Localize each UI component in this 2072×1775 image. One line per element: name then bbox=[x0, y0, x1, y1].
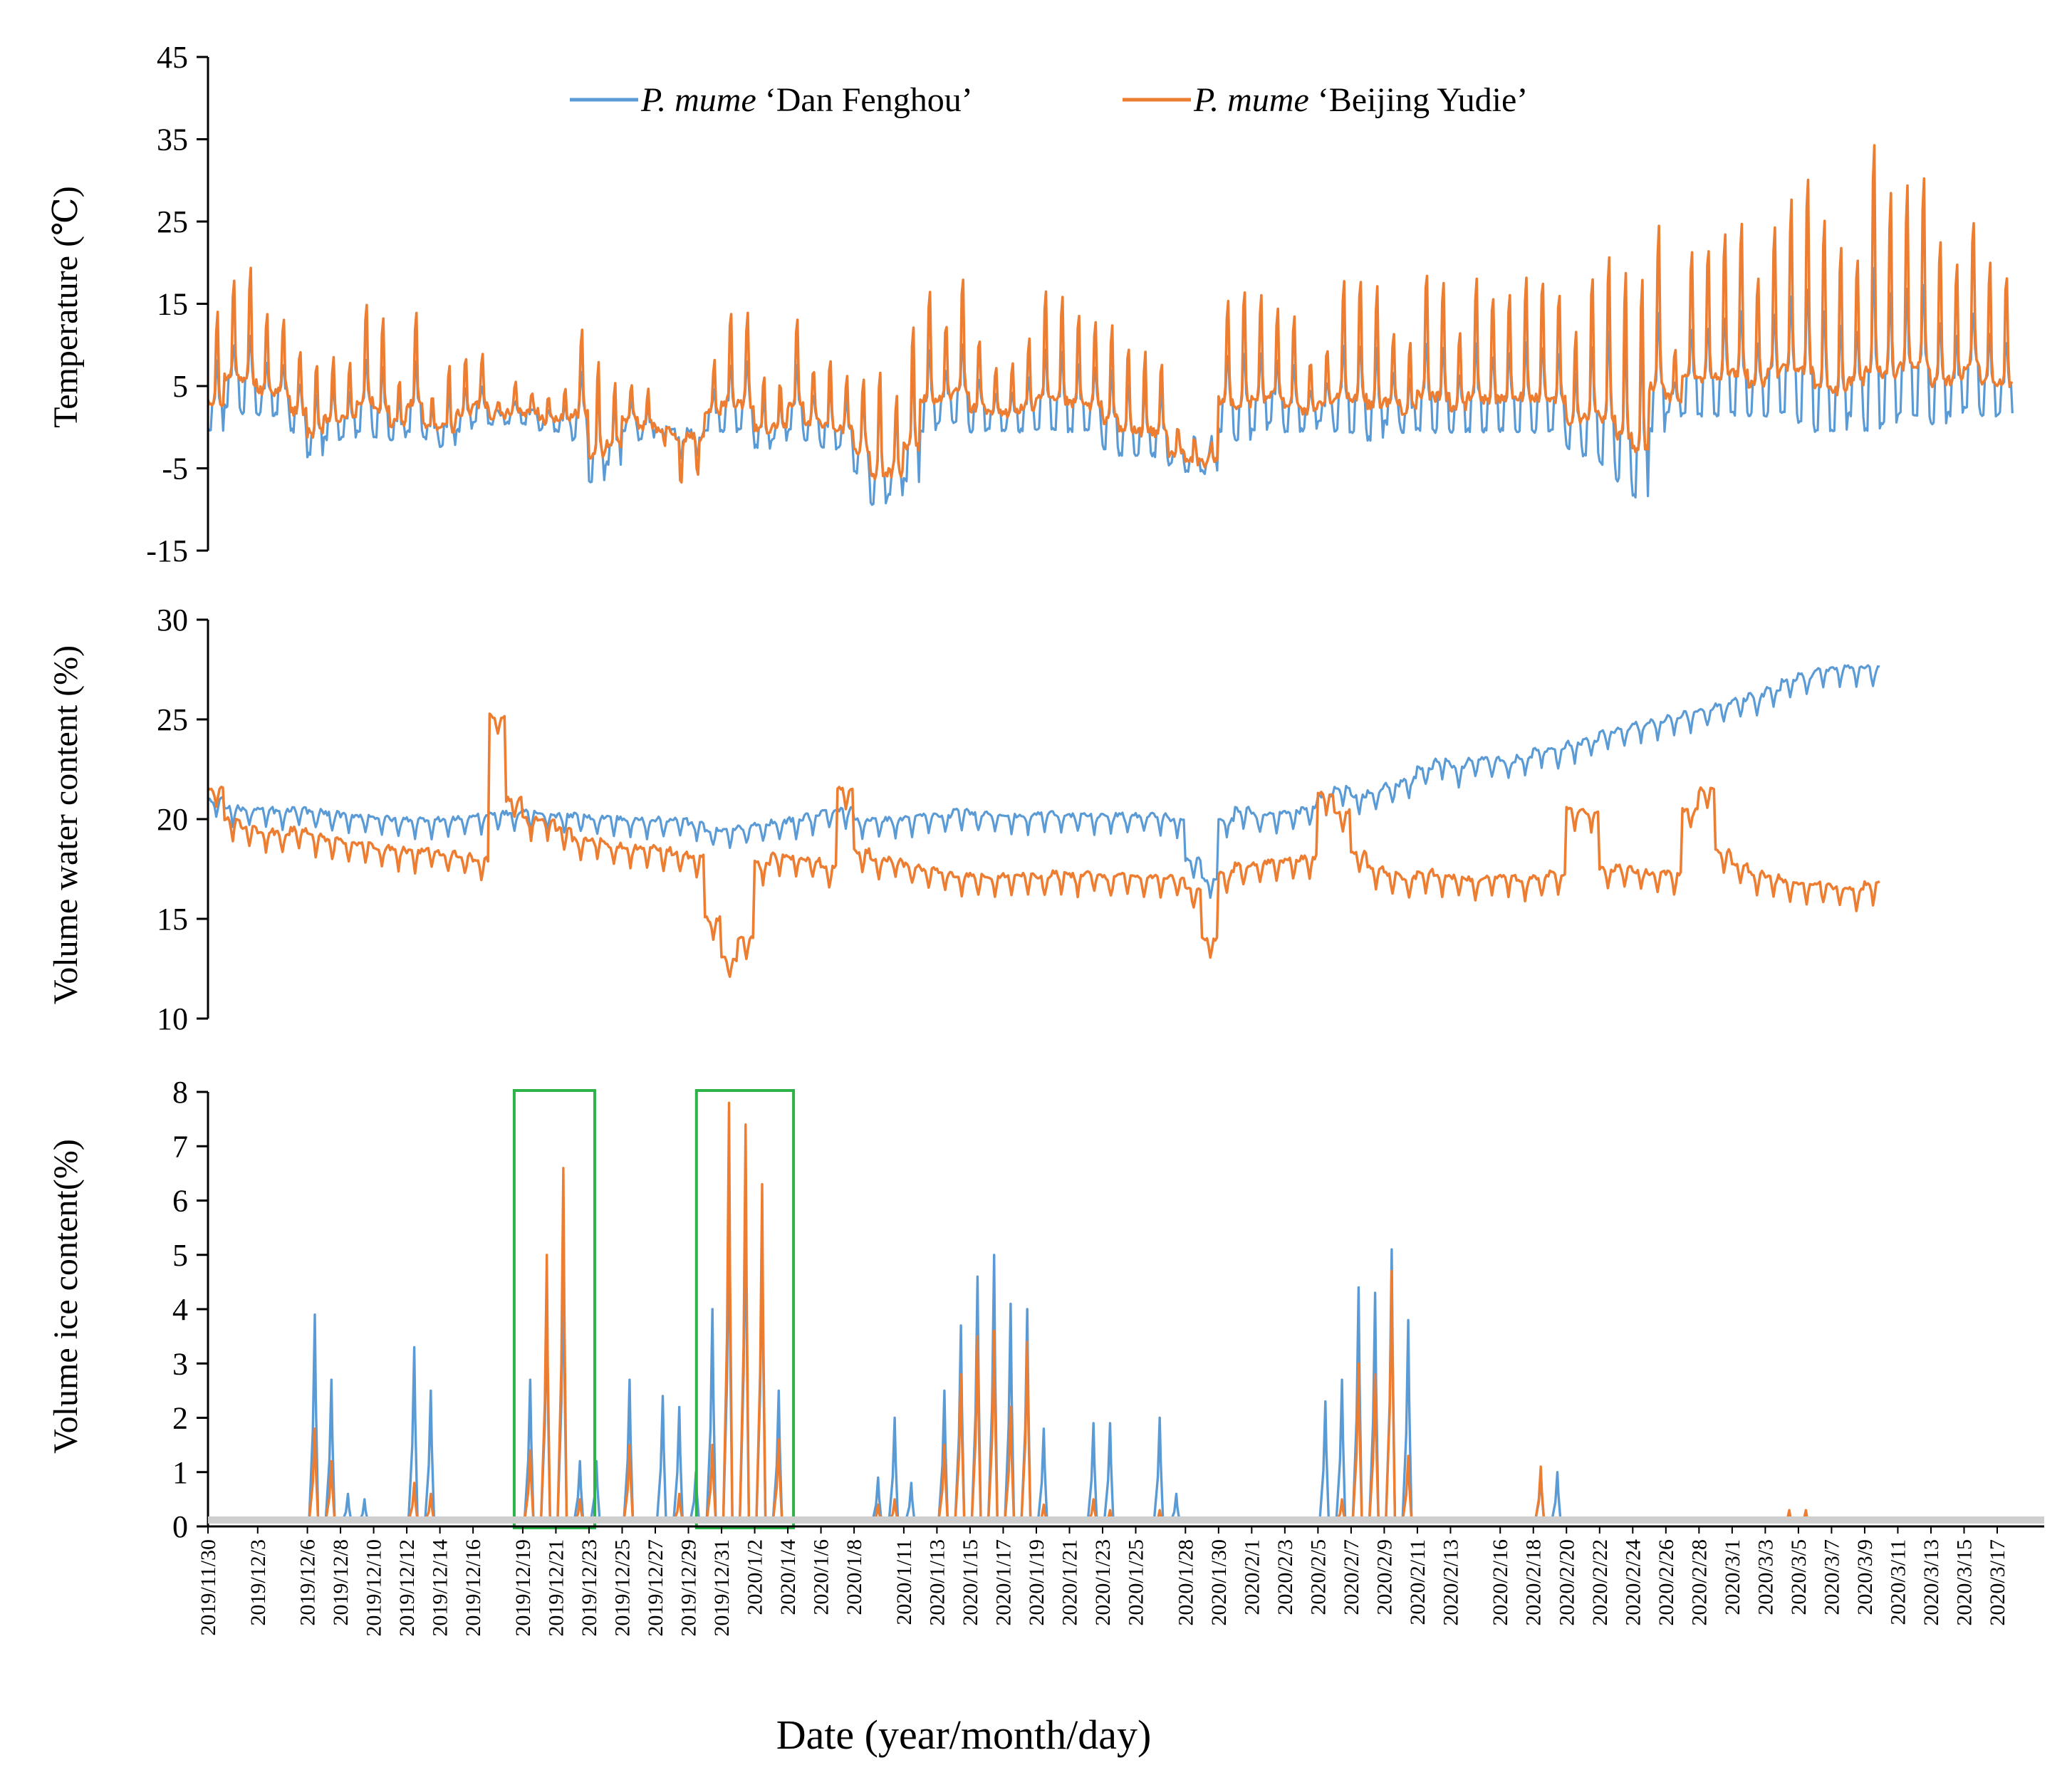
x-tick-label: 2020/1/21 bbox=[1058, 1539, 1081, 1626]
x-tick-label: 2020/3/11 bbox=[1886, 1539, 1910, 1625]
x-tick-label: 2020/1/13 bbox=[925, 1539, 949, 1626]
legend: P. mume ‘Dan Fenghou’ P. mume ‘Beijing Y… bbox=[570, 81, 1528, 119]
series-line-dan-fenghou-water bbox=[207, 664, 1880, 900]
x-tick-label: 2020/2/7 bbox=[1340, 1539, 1363, 1615]
x-tick-label: 2020/2/13 bbox=[1439, 1539, 1462, 1626]
y-tick-label: 7 bbox=[172, 1129, 188, 1164]
x-tick-label: 2020/3/3 bbox=[1754, 1539, 1777, 1615]
x-tick-label: 2020/1/23 bbox=[1091, 1539, 1115, 1626]
y-tick-label: 0 bbox=[172, 1509, 188, 1544]
y-tick-label: 2 bbox=[172, 1401, 188, 1436]
x-tick-label: 2020/1/8 bbox=[843, 1539, 866, 1615]
legend-italic-dan-fenghou: P. mume bbox=[640, 81, 756, 119]
legend-rest-beijing-yudie: ‘Beijing Yudie’ bbox=[1309, 81, 1529, 119]
y-tick-label: 15 bbox=[157, 902, 188, 937]
zero-baseline-band bbox=[208, 1516, 2044, 1524]
x-tick-label: 2020/1/2 bbox=[744, 1539, 767, 1615]
y-tick-label: 25 bbox=[157, 702, 188, 737]
highlight-box bbox=[512, 1089, 596, 1529]
temperature-axis-title: Temperature (℃) bbox=[47, 186, 85, 428]
series-line-beijing-yudie-water bbox=[207, 712, 1880, 978]
series-line-beijing-yudie-ice bbox=[208, 1101, 1997, 1524]
y-tick-label: -15 bbox=[146, 533, 188, 568]
x-tick-label: 2020/1/19 bbox=[1025, 1539, 1048, 1626]
x-tick-label: 2019/12/10 bbox=[363, 1539, 386, 1637]
x-tick-label: 2020/1/25 bbox=[1125, 1539, 1148, 1626]
y-tick-label: 15 bbox=[157, 287, 188, 322]
x-tick-label: 2020/1/30 bbox=[1207, 1539, 1231, 1626]
y-tick-label: 25 bbox=[157, 204, 188, 239]
y-tick-label: 3 bbox=[172, 1346, 188, 1381]
x-tick-label: 2020/2/18 bbox=[1522, 1539, 1546, 1626]
x-tick-label: 2020/3/9 bbox=[1853, 1539, 1877, 1615]
x-tick-label: 2020/1/6 bbox=[810, 1539, 833, 1615]
x-tick-label: 2020/2/22 bbox=[1588, 1539, 1612, 1626]
x-tick-label: 2020/2/20 bbox=[1555, 1539, 1578, 1626]
x-tick-label: 2020/3/7 bbox=[1820, 1539, 1843, 1615]
x-tick-label: 2019/12/3 bbox=[246, 1539, 270, 1626]
legend-rest-dan-fenghou: ‘Dan Fenghou’ bbox=[756, 81, 973, 119]
x-tick-label: 2019/12/23 bbox=[578, 1539, 601, 1637]
highlight-box bbox=[694, 1089, 796, 1529]
x-tick-label: 2019/12/19 bbox=[511, 1539, 535, 1637]
y-tick-label: 1 bbox=[172, 1455, 188, 1490]
ice-axis-title: Volume ice content(%) bbox=[47, 1139, 85, 1454]
x-tick-label: 2019/12/29 bbox=[677, 1539, 701, 1637]
series-line-dan-fenghou-ice bbox=[208, 1182, 1997, 1524]
y-tick-label: 5 bbox=[172, 1238, 188, 1273]
x-tick-label: 2020/2/11 bbox=[1406, 1539, 1430, 1625]
legend-label-beijing-yudie: P. mume ‘Beijing Yudie’ bbox=[1193, 81, 1528, 119]
y-tick-label: 5 bbox=[172, 369, 188, 404]
x-tick-label: 2020/1/4 bbox=[776, 1539, 800, 1615]
y-tick-label: 45 bbox=[157, 40, 188, 75]
x-tick-label: 2020/1/15 bbox=[959, 1539, 982, 1626]
x-tick-label: 2020/3/1 bbox=[1721, 1539, 1744, 1615]
x-tick-label: 2020/2/1 bbox=[1240, 1539, 1264, 1615]
y-tick-label: 30 bbox=[157, 603, 188, 637]
y-tick-label: -5 bbox=[162, 452, 188, 486]
series-line-beijing-yudie-temperature bbox=[207, 144, 2014, 484]
x-tick-label: 2020/2/28 bbox=[1687, 1539, 1711, 1626]
x-tick-label: 2019/12/25 bbox=[610, 1539, 634, 1637]
y-tick-label: 20 bbox=[157, 802, 188, 837]
x-tick-label: 2020/1/11 bbox=[892, 1539, 916, 1625]
x-tick-label: 2020/2/24 bbox=[1621, 1539, 1645, 1626]
x-tick-label: 2020/3/17 bbox=[1986, 1539, 2009, 1626]
x-tick-label: 2020/2/16 bbox=[1489, 1539, 1512, 1626]
x-axis-title: Date (year/month/day) bbox=[776, 1712, 1152, 1758]
x-tick-label: 2019/12/21 bbox=[544, 1539, 568, 1637]
legend-label-dan-fenghou: P. mume ‘Dan Fenghou’ bbox=[640, 81, 973, 119]
x-tick-label: 2020/2/5 bbox=[1306, 1539, 1330, 1615]
x-tick-label: 2019/12/31 bbox=[710, 1539, 734, 1637]
legend-italic-beijing-yudie: P. mume bbox=[1193, 81, 1309, 119]
y-tick-label: 8 bbox=[172, 1075, 188, 1110]
x-tick-label: 2019/11/30 bbox=[197, 1539, 220, 1636]
x-tick-label: 2019/12/27 bbox=[644, 1539, 667, 1637]
axes-layer bbox=[197, 56, 2044, 1534]
water-axis-title: Volume water content (%) bbox=[47, 645, 85, 1004]
x-tick-label: 2020/1/17 bbox=[991, 1539, 1015, 1626]
x-tick-label: 2019/12/14 bbox=[429, 1539, 452, 1637]
x-tick-label: 2020/2/26 bbox=[1655, 1539, 1678, 1626]
x-tick-label: 2019/12/16 bbox=[462, 1539, 485, 1637]
y-tick-label: 4 bbox=[172, 1292, 188, 1327]
series-layer bbox=[207, 144, 2014, 1529]
y-tick-label: 6 bbox=[172, 1184, 188, 1219]
x-tick-label: 2019/12/6 bbox=[296, 1539, 320, 1626]
x-tick-label: 2020/3/15 bbox=[1952, 1539, 1976, 1626]
ticks-layer: 453525155-5-1530252015108765432102019/11… bbox=[146, 40, 2009, 1637]
x-tick-label: 2020/1/28 bbox=[1174, 1539, 1197, 1626]
x-tick-label: 2019/12/12 bbox=[395, 1539, 419, 1637]
x-tick-label: 2020/2/3 bbox=[1274, 1539, 1297, 1615]
y-tick-label: 35 bbox=[157, 123, 188, 157]
x-tick-label: 2020/3/5 bbox=[1787, 1539, 1811, 1615]
x-tick-label: 2020/3/13 bbox=[1920, 1539, 1943, 1626]
x-tick-label: 2020/2/9 bbox=[1373, 1539, 1396, 1615]
y-tick-label: 10 bbox=[157, 1001, 188, 1036]
x-tick-label: 2019/12/8 bbox=[329, 1539, 353, 1626]
